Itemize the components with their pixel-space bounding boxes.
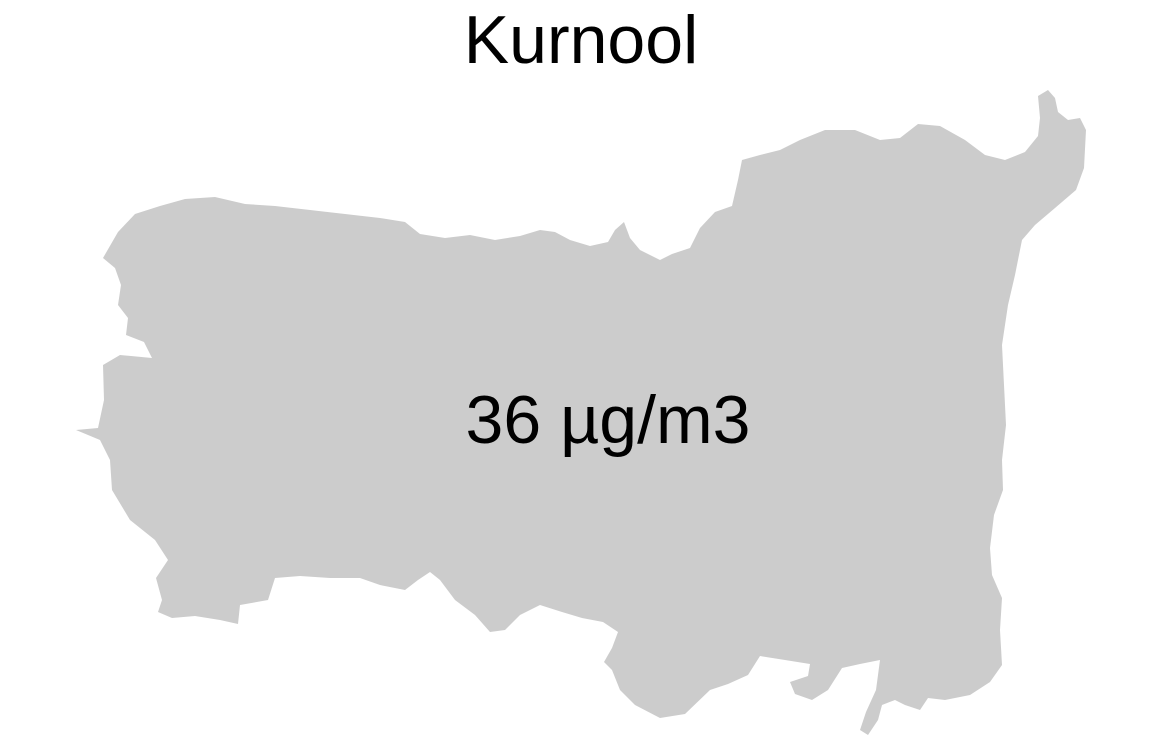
- kurnool-district-shape[interactable]: [76, 90, 1086, 735]
- pollution-value-label: 36 µg/m3: [465, 382, 751, 458]
- map-title: Kurnool: [463, 2, 699, 78]
